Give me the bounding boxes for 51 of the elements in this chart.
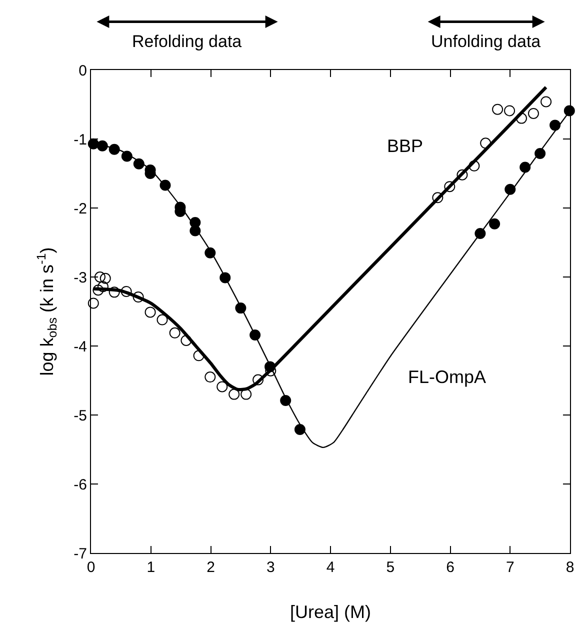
- point: [156, 314, 168, 326]
- point: [240, 388, 252, 400]
- y-tick-label: -3: [74, 269, 87, 286]
- y-tick-label: 0: [78, 62, 87, 80]
- x-axis-title: [Urea] (M): [290, 602, 371, 622]
- point: [108, 286, 120, 298]
- point: [528, 108, 539, 119]
- point: [540, 96, 552, 108]
- point: [504, 105, 516, 116]
- y-tick-label: -1: [74, 131, 87, 148]
- series-label: FL-OmpA: [408, 367, 486, 387]
- point: [492, 104, 504, 115]
- point: [252, 374, 264, 386]
- point: [100, 272, 111, 284]
- point: [228, 388, 240, 400]
- x-tick-label: 7: [506, 559, 514, 576]
- point: [444, 181, 456, 192]
- point: [94, 272, 106, 282]
- point: [132, 292, 144, 303]
- x-tick-label: 2: [206, 559, 215, 576]
- y-tick-label: -4: [74, 338, 87, 356]
- x-tick-label: 6: [446, 559, 454, 576]
- y-tick-label: -2: [74, 200, 87, 218]
- point: [88, 298, 99, 309]
- point: [144, 306, 156, 318]
- point: [550, 120, 561, 131]
- x-tick-label: 4: [326, 559, 335, 576]
- x-tick-label: 3: [266, 559, 275, 576]
- x-tick-label: 8: [566, 559, 574, 576]
- text: BBP: [387, 136, 424, 156]
- point: [97, 281, 108, 292]
- x-tick-label: 1: [146, 559, 156, 576]
- point: [204, 372, 216, 383]
- y-tick-label: -5: [74, 407, 87, 424]
- point: [216, 381, 228, 392]
- y-tick-label: -6: [74, 476, 87, 494]
- text: Refolding data: [132, 32, 242, 51]
- point: [92, 284, 104, 296]
- text: Unfolding data: [431, 32, 542, 51]
- point: [516, 112, 527, 124]
- point: [432, 192, 444, 204]
- point: [489, 218, 500, 230]
- point: [468, 160, 480, 172]
- point: [120, 286, 132, 297]
- x-tick-label: 5: [386, 559, 395, 576]
- point: [169, 327, 180, 338]
- y-tick-label: -7: [74, 545, 87, 562]
- point: [180, 334, 192, 346]
- point: [480, 138, 492, 149]
- point: [193, 350, 204, 362]
- point: [456, 169, 468, 180]
